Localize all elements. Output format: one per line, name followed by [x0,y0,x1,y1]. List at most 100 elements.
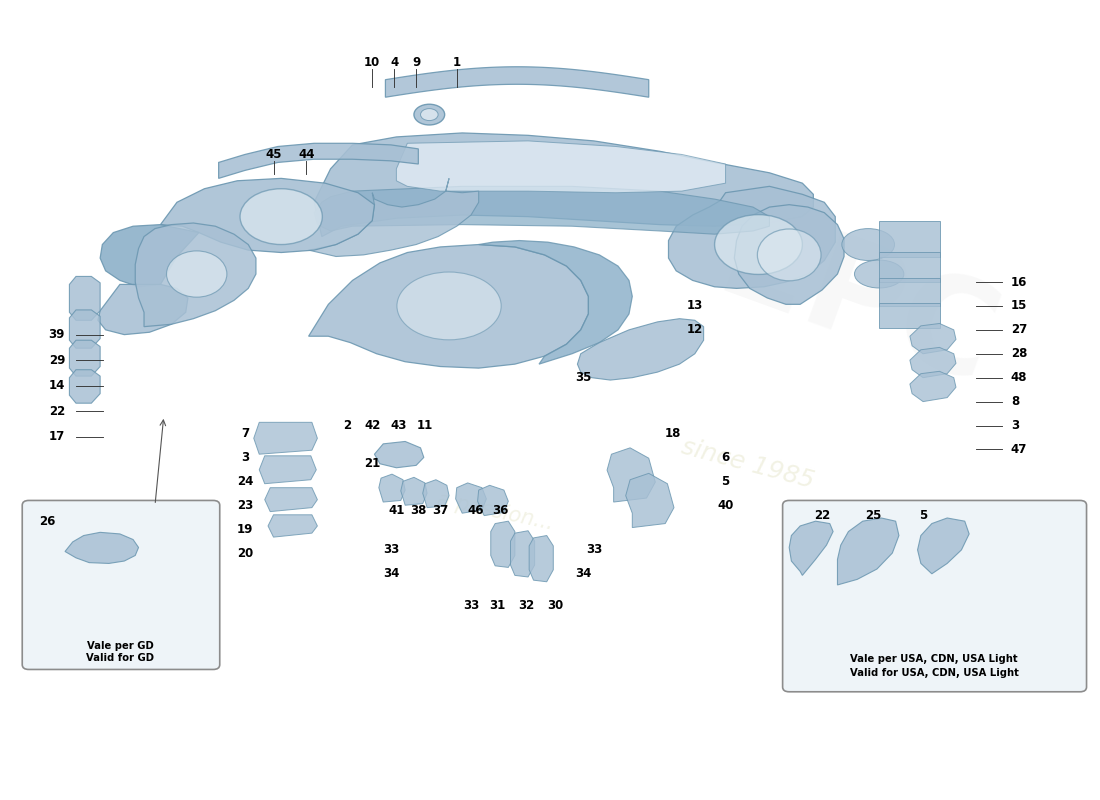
Text: 34: 34 [383,567,399,580]
Text: 6: 6 [722,451,729,464]
Polygon shape [529,535,553,582]
Polygon shape [265,488,318,512]
Ellipse shape [240,189,322,245]
Text: 41: 41 [388,503,405,517]
Polygon shape [100,225,199,286]
Text: 33: 33 [383,543,399,556]
Text: 3: 3 [1011,419,1019,432]
Text: 45: 45 [265,148,282,161]
Text: 35: 35 [574,371,591,384]
Text: 2: 2 [343,419,351,432]
Polygon shape [478,241,632,364]
Polygon shape [309,245,588,368]
Polygon shape [260,456,317,484]
Polygon shape [879,302,939,328]
Text: 40: 40 [717,498,734,512]
Polygon shape [917,518,969,574]
Text: 10: 10 [364,56,381,70]
Text: 13: 13 [686,299,703,313]
Polygon shape [315,186,769,234]
Text: 22: 22 [48,405,65,418]
Text: EPC: EPC [702,196,1012,413]
Polygon shape [315,133,813,237]
Text: 32: 32 [518,599,534,612]
Text: 11: 11 [417,419,433,432]
Polygon shape [309,178,478,257]
Text: 47: 47 [1011,443,1027,456]
Text: 46: 46 [468,503,484,517]
Ellipse shape [842,229,894,261]
Polygon shape [69,340,100,376]
Text: 21: 21 [364,458,381,470]
Polygon shape [69,277,100,320]
Text: a passion...: a passion... [434,490,556,534]
Polygon shape [789,521,833,575]
Polygon shape [69,310,100,348]
Polygon shape [161,178,374,253]
Polygon shape [378,474,405,502]
Ellipse shape [855,260,904,288]
Ellipse shape [166,251,227,297]
Text: Vale per GD: Vale per GD [87,641,153,650]
Polygon shape [626,474,674,527]
Polygon shape [69,370,100,403]
Polygon shape [910,371,956,402]
Polygon shape [910,347,956,378]
Text: 31: 31 [490,599,506,612]
Text: 44: 44 [298,148,315,161]
Text: 34: 34 [574,567,591,580]
Text: 23: 23 [236,498,253,512]
Text: 22: 22 [814,509,830,522]
Polygon shape [735,205,844,304]
Polygon shape [396,141,726,193]
Text: 48: 48 [1011,371,1027,384]
Polygon shape [491,521,515,567]
Polygon shape [879,221,939,257]
Text: Vale per USA, CDN, USA Light: Vale per USA, CDN, USA Light [850,654,1018,664]
Text: 15: 15 [1011,299,1027,313]
Text: 17: 17 [48,430,65,443]
Ellipse shape [414,104,444,125]
Text: 37: 37 [432,503,449,517]
Text: 26: 26 [40,514,56,528]
Text: 5: 5 [722,475,729,488]
Text: Valid for GD: Valid for GD [86,654,154,663]
Text: 29: 29 [48,354,65,366]
Text: 4: 4 [390,56,398,70]
Text: 38: 38 [410,503,427,517]
Text: Valid for USA, CDN, USA Light: Valid for USA, CDN, USA Light [849,668,1019,678]
Polygon shape [422,480,449,508]
Text: 7: 7 [241,427,249,440]
Polygon shape [268,515,318,537]
Polygon shape [510,530,535,577]
Text: 20: 20 [236,546,253,559]
Polygon shape [135,223,256,326]
Text: since 1985: since 1985 [679,434,816,493]
Polygon shape [607,448,656,502]
Text: 16: 16 [1011,275,1027,289]
Text: 1: 1 [453,56,461,70]
Text: 43: 43 [390,419,407,432]
Text: 25: 25 [866,509,882,522]
Text: 8: 8 [1011,395,1019,408]
Text: 5: 5 [918,509,927,522]
FancyBboxPatch shape [22,501,220,670]
Text: 19: 19 [236,522,253,536]
Polygon shape [455,483,486,514]
Text: 12: 12 [686,323,703,336]
Polygon shape [578,318,704,380]
Text: 28: 28 [1011,347,1027,360]
Text: 33: 33 [586,543,602,556]
Polygon shape [219,143,418,178]
Text: 27: 27 [1011,323,1027,336]
Text: 33: 33 [463,599,480,612]
Polygon shape [400,478,427,506]
Text: 24: 24 [236,475,253,488]
Polygon shape [669,186,835,288]
FancyBboxPatch shape [782,501,1087,692]
Ellipse shape [420,109,438,121]
Text: 18: 18 [664,427,681,440]
Ellipse shape [758,229,821,281]
Polygon shape [98,285,188,334]
Polygon shape [879,252,939,282]
